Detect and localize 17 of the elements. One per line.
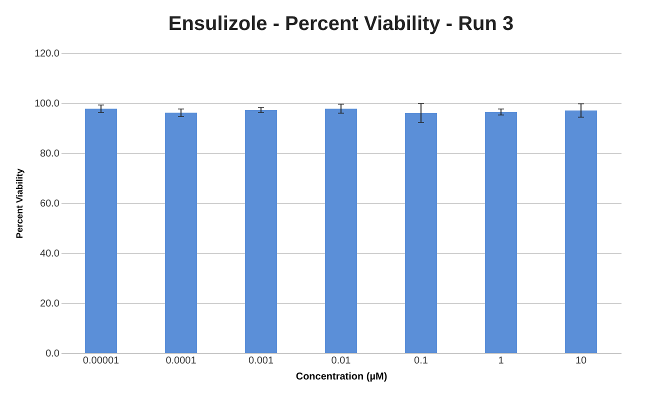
y-tick-label: 60.0 bbox=[40, 198, 60, 210]
y-axis-title: Percent Viability bbox=[14, 168, 24, 238]
y-tick-label: 20.0 bbox=[40, 298, 60, 310]
x-tick-label: 0.00001 bbox=[82, 356, 120, 366]
x-tick-label: 1 bbox=[498, 356, 504, 366]
x-tick-label: 0.01 bbox=[331, 356, 352, 366]
x-tick-label: 0.1 bbox=[414, 356, 428, 366]
y-tick-label: 120.0 bbox=[34, 48, 60, 60]
y-tick-label: 40.0 bbox=[40, 248, 60, 260]
x-axis-title: Concentration (µM) bbox=[296, 372, 388, 382]
x-tick-label: 0.001 bbox=[248, 356, 274, 366]
y-tick-label: 80.0 bbox=[40, 148, 60, 160]
y-tick-label: 0.0 bbox=[46, 348, 60, 360]
y-tick-label: 100.0 bbox=[34, 98, 60, 110]
chart-title: Ensulizole - Percent Viability - Run 3 bbox=[168, 13, 514, 35]
x-tick-label: 10 bbox=[575, 356, 587, 366]
x-tick-label: 0.0001 bbox=[166, 356, 197, 366]
